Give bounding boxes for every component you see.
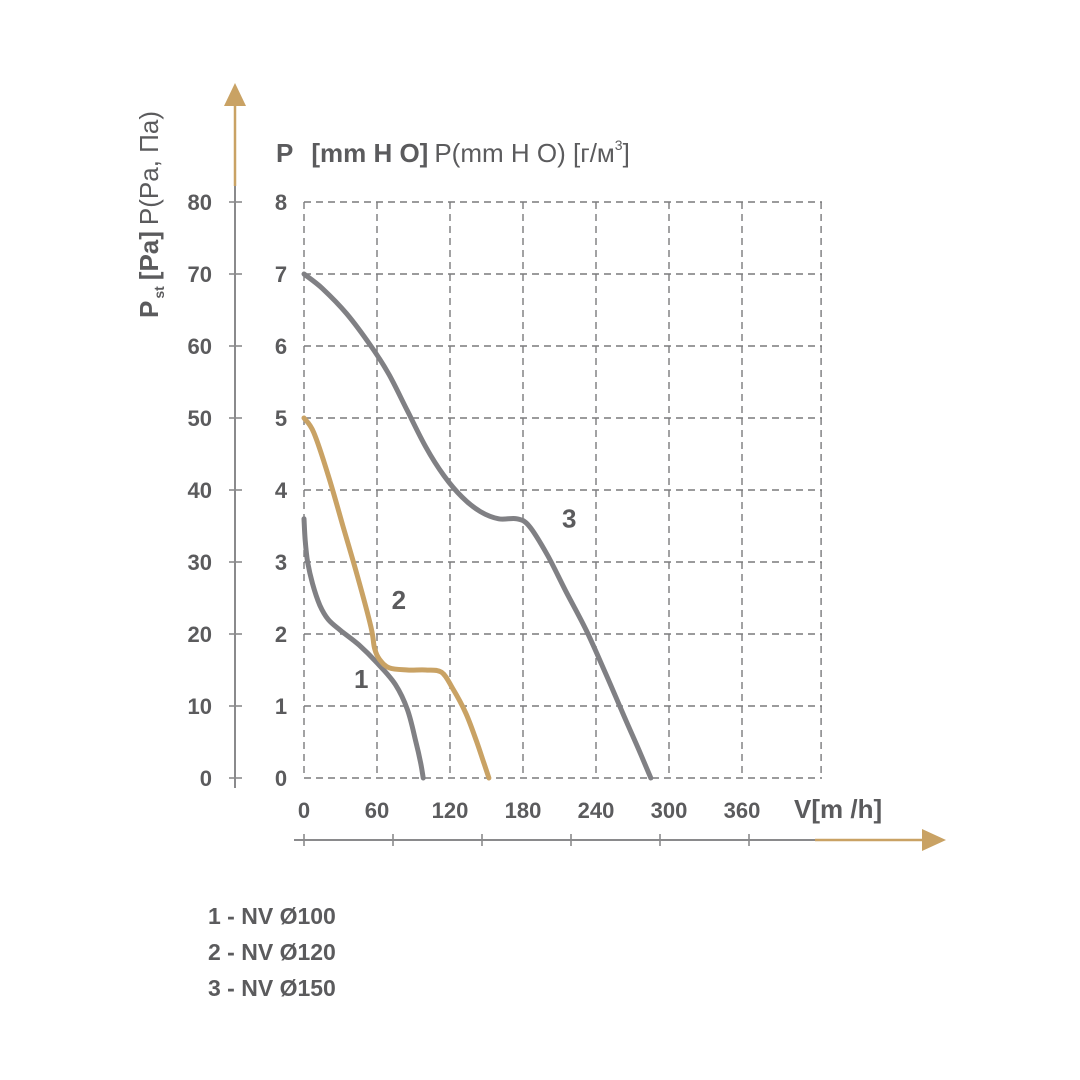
left-axis-tick-label: 20: [188, 622, 212, 647]
legend: 1 - NV Ø100 2 - NV Ø120 3 - NV Ø150: [208, 898, 336, 1006]
legend-item-1: 1 - NV Ø100: [208, 903, 336, 929]
y2-axis-title-unit: [mm H O]: [311, 138, 428, 168]
y2-axis-tick-label: 0: [275, 766, 287, 791]
y2-axis-title-superscript: 3: [615, 137, 623, 153]
legend-item-2: 2 - NV Ø120: [208, 939, 336, 965]
y-axis-arrowhead: [224, 83, 246, 106]
x-axis-tick-label: 360: [724, 798, 761, 823]
left-axis-tick-label: 60: [188, 334, 212, 359]
legend-item-3: 3 - NV Ø150: [208, 975, 336, 1001]
left-axis-tick-label: 10: [188, 694, 212, 719]
x-axis-tick-label: 0: [298, 798, 310, 823]
x-axis-tick-label: 180: [505, 798, 542, 823]
curves: [301, 271, 654, 781]
curve-label-2: 2: [392, 585, 406, 615]
left-axis-tick-label: 30: [188, 550, 212, 575]
x-axis-ticks: 0 60 120 180 240 300 360: [298, 798, 760, 823]
curve-series-1: [301, 516, 426, 781]
y2-axis-tick-label: 6: [275, 334, 287, 359]
y-axis-title-main: P: [134, 301, 164, 318]
y2-axis-tick-label: 2: [275, 622, 287, 647]
x-axis-tick-label: 300: [651, 798, 688, 823]
curve-label-1: 1: [354, 664, 368, 694]
y2-axis-tick-label: 5: [275, 406, 287, 431]
y-axis-title-unit: [Pa]: [134, 231, 164, 280]
y2-axis-title: P [mm H O] P(mm H O) [г/м3]: [276, 137, 630, 168]
y2-axis-title-main: P: [276, 138, 293, 168]
y2-axis-tick-label: 7: [275, 262, 287, 287]
y-axis-title: Pst [Pa] P(Pa, Па): [134, 111, 167, 318]
curve-label-3: 3: [562, 503, 576, 533]
left-axis-tick-label: 0: [200, 766, 212, 791]
x-axis-tick-label: 240: [578, 798, 615, 823]
left-axis-tick-label: 70: [188, 262, 212, 287]
curve-series-3: [301, 271, 654, 781]
y2-axis-tick-label: 8: [275, 190, 287, 215]
grid-lines: [303, 201, 822, 779]
left-axis-ticks: 0 10 20 30 40 50 60 70 80: [188, 190, 242, 791]
x-axis-tick-label: 60: [365, 798, 389, 823]
left-axis-tick-label: 50: [188, 406, 212, 431]
y2-axis-title-close: ]: [623, 138, 630, 168]
y2-axis-title-unit-extra: P(mm H O) [г/м: [434, 138, 614, 168]
x-axis-arrowhead: [922, 829, 946, 851]
left-axis-tick-label: 40: [188, 478, 212, 503]
y-axis-title-subscript: st: [151, 286, 167, 299]
x-axis-tick-label: 120: [432, 798, 469, 823]
x-axis-title: V[m /h]: [794, 794, 882, 824]
curve-labels: 1 2 3: [354, 503, 577, 694]
curve-series-2: [301, 415, 492, 781]
right-axis-ticks: 0 1 2 3 4 5 6 7 8: [275, 190, 288, 791]
y2-axis-tick-label: 3: [275, 550, 287, 575]
y2-axis-tick-label: 1: [275, 694, 287, 719]
axes: [224, 83, 946, 851]
left-axis-tick-label: 80: [188, 190, 212, 215]
y-axis-title-unit-extra: P(Pa, Па): [134, 111, 164, 225]
y2-axis-tick-label: 4: [275, 478, 288, 503]
